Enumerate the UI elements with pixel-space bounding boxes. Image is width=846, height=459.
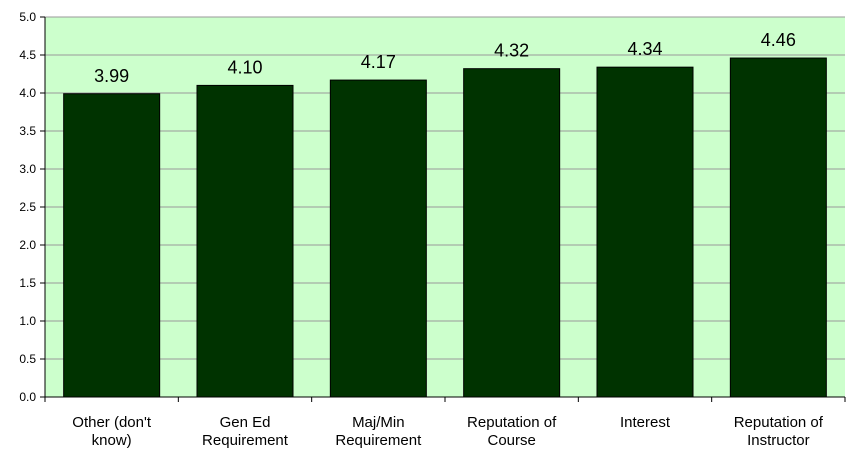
- y-tick-label: 0.0: [19, 390, 36, 404]
- bar: [329, 79, 427, 398]
- bars: [63, 57, 827, 398]
- y-tick-label: 4.5: [19, 48, 36, 62]
- x-tick-label: Requirement: [335, 432, 422, 449]
- bar-value-label: 4.34: [627, 39, 662, 59]
- y-tick-label: 0.5: [19, 352, 36, 366]
- gridlines: [45, 16, 845, 360]
- x-tick-label: Interest: [620, 414, 671, 431]
- y-tick-label: 2.0: [19, 238, 36, 252]
- y-tick-label: 3.5: [19, 124, 36, 138]
- x-tick-label: Other (don't: [72, 414, 152, 431]
- x-tick-label: Gen Ed: [220, 414, 271, 431]
- y-tick-label: 4.0: [19, 86, 36, 100]
- y-tick-label: 3.0: [19, 162, 36, 176]
- y-tick-label: 1.5: [19, 276, 36, 290]
- x-tick-label: Reputation of: [734, 414, 824, 431]
- bar: [596, 66, 694, 398]
- x-tick-label: Course: [487, 432, 535, 449]
- x-tick-label: Reputation of: [467, 414, 557, 431]
- y-tick-label: 2.5: [19, 200, 36, 214]
- bar: [196, 84, 294, 398]
- axes: [40, 16, 846, 402]
- x-tick-label: Instructor: [747, 432, 810, 449]
- bar: [63, 93, 161, 398]
- bar: [729, 57, 827, 398]
- value-labels: 3.99 4.10 4.17 4.32 4.34 4.46: [94, 30, 796, 86]
- x-tick-label: Requirement: [202, 432, 289, 449]
- bar-value-label: 4.17: [361, 52, 396, 72]
- bar-value-label: 4.46: [761, 30, 796, 50]
- bar-value-label: 4.32: [494, 41, 529, 61]
- y-tick-label: 5.0: [19, 10, 36, 24]
- y-tick-labels: 0.0 0.5 1.0 1.5 2.0 2.5 3.0 3.5 4.0 4.5 5.0: [19, 10, 36, 404]
- bar-value-label: 4.10: [227, 57, 262, 77]
- bar-value-label: 3.99: [94, 66, 129, 86]
- x-tick-label: Maj/Min: [352, 414, 405, 431]
- bar: [463, 68, 561, 398]
- x-tick-label: know): [92, 432, 132, 449]
- y-tick-label: 1.0: [19, 314, 36, 328]
